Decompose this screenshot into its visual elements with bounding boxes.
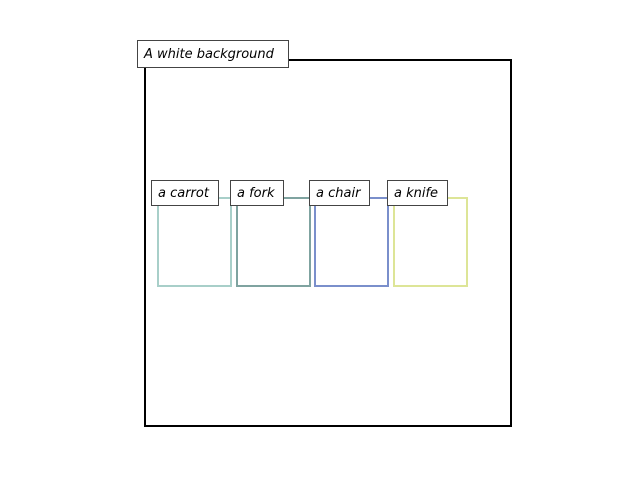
fork-label: a fork (230, 180, 284, 206)
chair-label: a chair (309, 180, 370, 206)
carrot-label: a carrot (151, 180, 219, 206)
fork-box (236, 197, 311, 287)
knife-label: a knife (387, 180, 448, 206)
chair-box (314, 197, 389, 287)
scene-frame (144, 59, 512, 427)
carrot-box (157, 197, 232, 287)
background-label: A white background (137, 40, 289, 68)
knife-box (393, 197, 468, 287)
